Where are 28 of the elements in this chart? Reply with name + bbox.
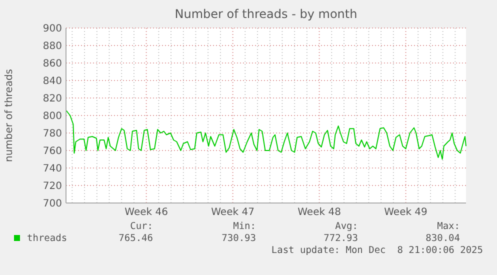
y-tick-label: 840 — [42, 76, 62, 87]
text: Last update: Mon Dec 8 21:00:06 2025 — [271, 245, 483, 256]
y-tick-label: 760 — [42, 146, 62, 157]
y-tick-label: 860 — [42, 58, 62, 70]
y-tick-label: 740 — [42, 164, 62, 174]
y-tick-label: 900 — [42, 24, 62, 34]
x-tick-label: Week 49 — [384, 207, 428, 218]
x-tick-label: Week 47 — [211, 207, 254, 218]
text: Cur: — [130, 221, 153, 232]
text: Max: — [437, 221, 460, 232]
y-tick-label: 800 — [42, 111, 62, 122]
line-series — [66, 110, 466, 160]
text: 765.46 — [118, 233, 154, 244]
text: 730.93 — [222, 233, 256, 244]
y-tick-label: 780 — [42, 128, 62, 140]
y-tick-label: 700 — [42, 198, 62, 210]
text: 830.04 — [426, 233, 460, 244]
x-tick-label: Week 48 — [298, 207, 341, 218]
y-tick-label: 720 — [42, 181, 62, 192]
text: Min: — [233, 221, 256, 232]
x-tick-label: Week 46 — [124, 207, 168, 218]
y-tick-label: 820 — [42, 94, 62, 104]
y-tick-label: 880 — [42, 41, 62, 52]
y-axis-title: number of threads — [4, 68, 15, 162]
text: 772.93 — [324, 233, 358, 244]
text: Avg: — [335, 221, 358, 232]
chart-title: Number of threads - by month — [174, 7, 358, 21]
legend-label: threads — [27, 233, 68, 244]
